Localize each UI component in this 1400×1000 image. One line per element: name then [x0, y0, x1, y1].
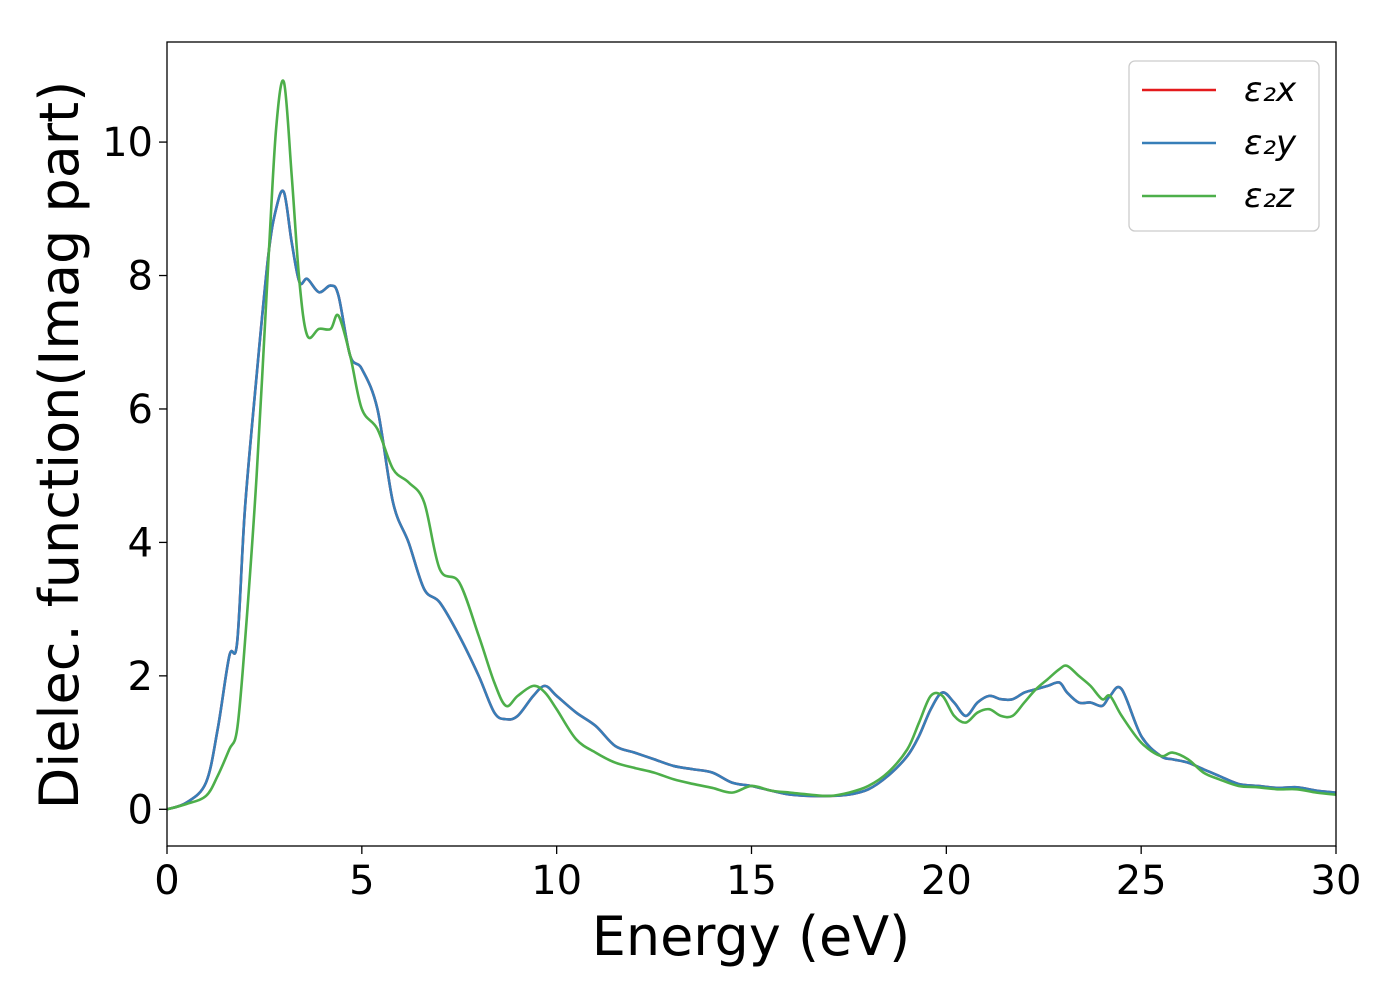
y-axis-label: Dielec. function(Imag part) — [28, 81, 91, 810]
series-line-2 — [167, 189, 1336, 811]
x-tick-label: 25 — [1116, 858, 1167, 904]
legend-label-2: ε₂y — [1244, 123, 1297, 163]
legend: ε₂x ε₂y ε₂z — [1128, 60, 1320, 232]
y-tick-label: 2 — [128, 654, 153, 700]
y-tick-label: 0 — [128, 787, 153, 833]
legend-entries: ε₂x ε₂y ε₂z — [1142, 70, 1297, 216]
y-tick-label: 10 — [102, 120, 153, 166]
x-tick-label: 10 — [531, 858, 582, 904]
x-tick-label: 5 — [349, 858, 374, 904]
legend-box — [1128, 60, 1320, 232]
legend-label-1: ε₂x — [1244, 70, 1297, 110]
y-axis-ticks: 0 2 4 6 8 10 — [102, 120, 167, 833]
series-layer — [167, 79, 1336, 811]
y-tick-label: 4 — [128, 520, 153, 566]
y-tick-label: 6 — [128, 387, 153, 433]
x-tick-label: 20 — [921, 858, 972, 904]
x-tick-label: 30 — [1311, 858, 1362, 904]
x-axis-label: Energy (eV) — [592, 905, 911, 968]
y-tick-label: 8 — [128, 254, 153, 300]
x-tick-label: 0 — [154, 858, 179, 904]
x-tick-label: 15 — [726, 858, 777, 904]
legend-label-3: ε₂z — [1244, 176, 1295, 216]
x-axis-ticks: 0 5 10 15 20 25 30 — [154, 846, 1361, 904]
series-line-3 — [167, 79, 1336, 811]
